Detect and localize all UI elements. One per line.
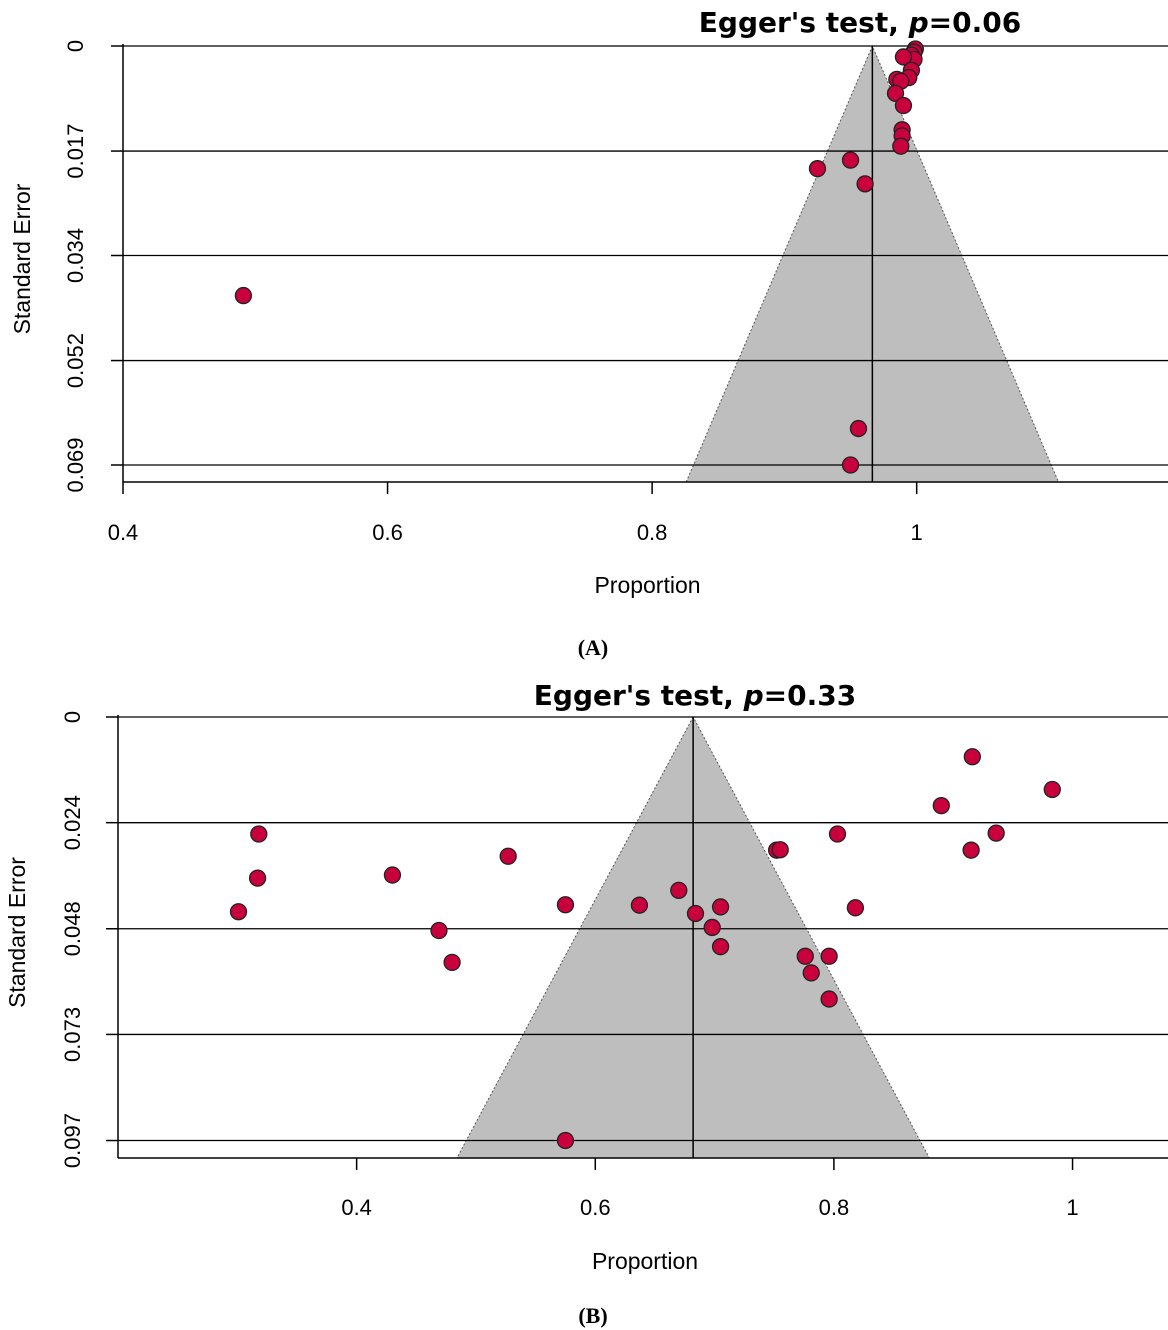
data-point-2 [932,796,950,815]
data-point-1 [1043,780,1061,799]
data-point-0 [963,748,981,766]
data-point-15 [808,160,827,178]
data-point-12 [670,881,688,899]
data-point-8 [250,825,268,843]
data-point-13 [556,896,575,914]
data-point-7 [771,841,789,859]
chart-title: Egger's test, p=0.06 [699,6,1021,39]
data-point-9 [886,84,905,103]
y-tick-label-3: 0.052 [63,333,88,388]
data-point-3 [987,824,1005,842]
y-tick-label-3: 0.073 [60,1007,85,1062]
data-point-18 [686,904,705,923]
data-point-19 [703,918,721,937]
funnel-plot-a: 0.4 0.6 0.8 1 0 0.017 0.034 0.052 0.069 Egger's t… [9,6,1168,660]
panel-label: (A) [578,635,609,660]
y-tick-label-1: 0.017 [63,124,88,179]
y-tick-label-2: 0.034 [63,228,88,283]
data-point-22 [820,947,838,965]
x-tick-label-1: 0.6 [580,1195,611,1220]
panel-label: (B) [578,1303,607,1328]
data-point-5 [962,841,980,859]
x-tick-label-2: 0.8 [819,1195,850,1220]
data-point-18 [849,419,868,438]
data-point-16 [711,898,730,916]
data-point-21 [711,938,730,956]
chart-title: Egger's test, p=0.33 [534,679,856,712]
data-point-10 [248,869,267,887]
y-axis-label: Standard Error [9,183,35,334]
data-point-24 [443,953,461,972]
data-point-23 [796,947,814,965]
data-point-14 [841,151,860,169]
data-point-20 [430,921,448,940]
data-point-16 [856,175,874,193]
x-tick-label-0: 0.4 [341,1195,372,1220]
y-tick-label-0: 0 [60,711,85,723]
data-point-11 [383,866,402,884]
y-tick-label-2: 0.048 [60,901,85,956]
data-point-26 [820,990,838,1008]
y-tick-label-4: 0.069 [63,437,88,492]
data-point-27 [556,1131,575,1150]
x-tick-label-2: 0.8 [637,520,668,545]
data-point-13 [892,137,910,155]
data-point-9 [499,847,517,865]
x-tick-label-1: 0.6 [372,520,403,545]
data-point-19 [841,456,860,474]
data-point-17 [229,903,248,921]
y-axis-label: Standard Error [4,857,30,1008]
x-tick-label-0: 0.4 [108,520,139,545]
data-point-15 [846,899,865,917]
x-axis-label: Proportion [592,1248,698,1274]
x-tick-label-3: 1 [911,520,923,545]
y-tick-label-4: 0.097 [60,1113,85,1168]
y-tick-label-1: 0.024 [60,795,85,850]
y-tick-label-0: 0 [63,40,88,52]
data-point-10 [894,96,913,115]
x-axis-label: Proportion [594,572,700,598]
data-point-17 [234,286,253,305]
data-point-4 [828,825,847,843]
funnel-plot-b: 0.4 0.6 0.8 1 0 0.024 0.048 0.073 0.097 Egger's t… [4,679,1168,1328]
data-point-25 [802,964,820,982]
x-tick-label-3: 1 [1066,1195,1078,1220]
data-point-4 [894,48,913,66]
data-point-14 [630,896,649,914]
